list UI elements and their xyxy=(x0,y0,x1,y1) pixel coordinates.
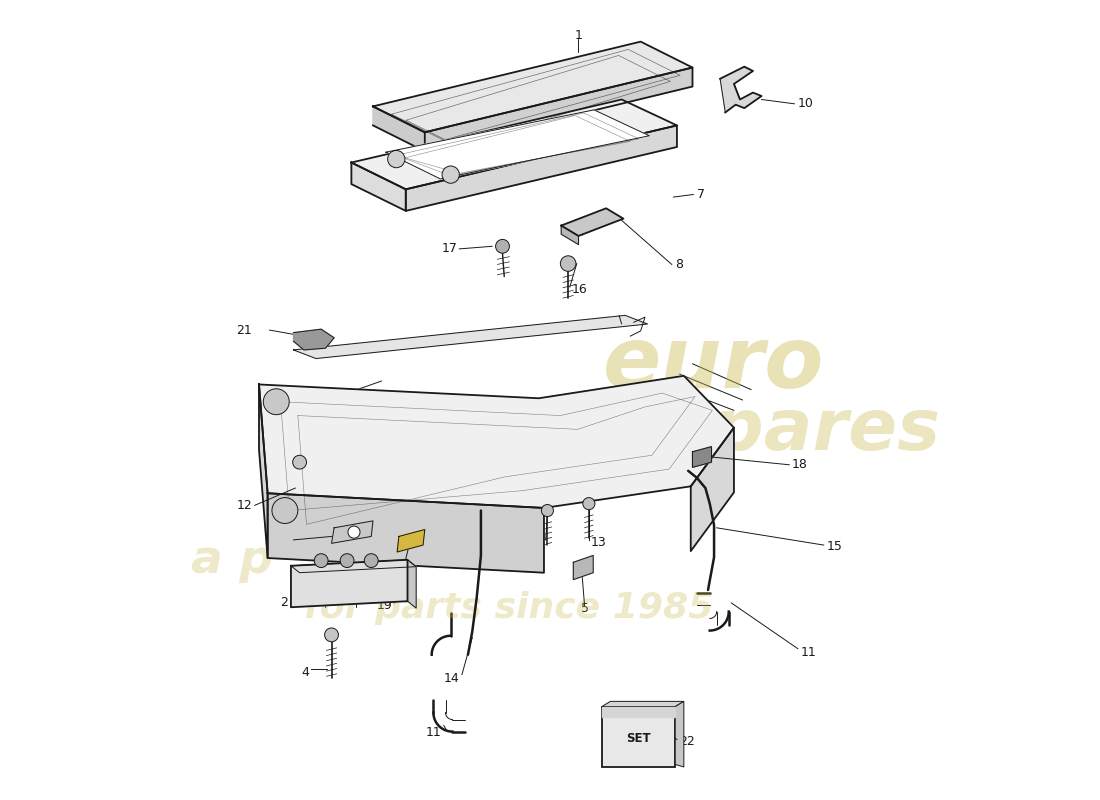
Text: 19: 19 xyxy=(376,599,392,612)
Text: 15: 15 xyxy=(826,540,843,554)
Polygon shape xyxy=(258,385,267,558)
Circle shape xyxy=(348,526,360,538)
Polygon shape xyxy=(675,702,684,767)
Text: 1: 1 xyxy=(574,29,582,42)
Text: 23: 23 xyxy=(528,443,544,457)
Polygon shape xyxy=(397,530,425,552)
Polygon shape xyxy=(351,162,406,211)
Circle shape xyxy=(560,256,576,271)
Text: euro: euro xyxy=(603,322,825,406)
Text: 11: 11 xyxy=(801,646,816,658)
Polygon shape xyxy=(290,560,416,573)
Text: 22: 22 xyxy=(680,734,695,747)
Polygon shape xyxy=(602,706,675,767)
Polygon shape xyxy=(561,208,624,236)
Polygon shape xyxy=(373,42,693,132)
Polygon shape xyxy=(258,376,734,508)
Text: 14: 14 xyxy=(443,671,460,685)
Text: 21: 21 xyxy=(236,323,252,337)
Text: 7: 7 xyxy=(696,188,705,201)
Polygon shape xyxy=(693,446,712,467)
Text: 11: 11 xyxy=(426,726,441,739)
Polygon shape xyxy=(561,226,579,245)
Polygon shape xyxy=(331,521,373,543)
Text: for parts since 1985: for parts since 1985 xyxy=(304,591,713,625)
Circle shape xyxy=(340,554,354,567)
Polygon shape xyxy=(720,66,761,113)
Polygon shape xyxy=(602,702,684,706)
Text: 12: 12 xyxy=(236,499,252,512)
Circle shape xyxy=(324,628,339,642)
Circle shape xyxy=(496,239,509,254)
Text: 8: 8 xyxy=(675,258,683,271)
Text: 18: 18 xyxy=(792,458,807,471)
Polygon shape xyxy=(294,329,334,350)
Circle shape xyxy=(442,166,460,183)
Text: 23: 23 xyxy=(321,437,337,450)
Polygon shape xyxy=(267,494,544,573)
Polygon shape xyxy=(573,555,593,580)
Text: 9: 9 xyxy=(671,458,679,471)
Circle shape xyxy=(364,554,378,567)
Polygon shape xyxy=(386,110,649,179)
Polygon shape xyxy=(602,706,675,717)
Text: 16: 16 xyxy=(572,283,587,296)
Polygon shape xyxy=(294,315,648,358)
Text: 3: 3 xyxy=(283,534,290,546)
Text: 6: 6 xyxy=(322,426,330,439)
Text: a p: a p xyxy=(190,538,273,583)
Polygon shape xyxy=(691,428,734,551)
Text: 13: 13 xyxy=(528,536,544,549)
Polygon shape xyxy=(407,560,416,608)
Text: 13: 13 xyxy=(591,536,606,549)
Polygon shape xyxy=(290,560,407,607)
Text: spares: spares xyxy=(669,396,940,465)
Circle shape xyxy=(541,505,553,517)
Circle shape xyxy=(583,498,595,510)
Text: 20: 20 xyxy=(330,386,345,399)
Polygon shape xyxy=(351,99,676,190)
Polygon shape xyxy=(373,106,425,151)
Text: 4: 4 xyxy=(301,666,309,678)
Circle shape xyxy=(293,455,307,469)
Circle shape xyxy=(387,150,405,168)
Circle shape xyxy=(315,554,328,567)
Text: SET: SET xyxy=(626,732,651,745)
Polygon shape xyxy=(406,126,676,211)
Text: 10: 10 xyxy=(798,98,814,110)
Circle shape xyxy=(263,389,289,414)
Text: 5: 5 xyxy=(581,602,589,615)
Circle shape xyxy=(272,498,298,523)
Text: 17: 17 xyxy=(442,242,458,255)
Polygon shape xyxy=(425,67,693,151)
Text: 2: 2 xyxy=(280,597,288,610)
